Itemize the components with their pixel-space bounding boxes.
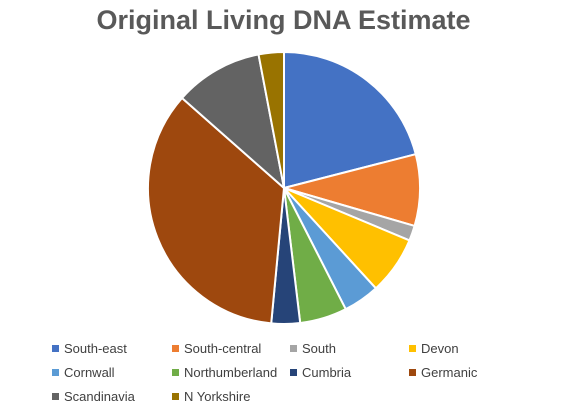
legend-item-cumbria: Cumbria: [290, 363, 351, 381]
legend-label: South-east: [64, 340, 127, 356]
legend-swatch: [409, 344, 416, 352]
legend-label: Germanic: [421, 364, 478, 380]
legend-item-south: South: [290, 339, 336, 357]
legend-swatch: [172, 368, 179, 376]
legend-label: Devon: [421, 340, 459, 356]
legend-item-scandinavia: Scandinavia: [52, 387, 135, 405]
legend-swatch: [52, 392, 59, 400]
legend-swatch: [290, 344, 297, 352]
pie-slice-germanic: [147, 97, 285, 325]
legend-swatch: [52, 368, 59, 376]
legend-label: Cornwall: [64, 364, 115, 380]
legend-label: Cumbria: [302, 364, 352, 380]
pie-slice-scandinavia: [180, 53, 285, 189]
legend-swatch: [172, 344, 179, 352]
legend-swatch: [290, 368, 297, 376]
legend-label: N Yorkshire: [184, 388, 251, 404]
chart-title: Original Living DNA Estimate: [96, 5, 471, 35]
legend-item-n-yorkshire: N Yorkshire: [172, 387, 250, 405]
legend: South-east South-central South Devon Cornwal…: [52, 339, 552, 405]
legend-label: Scandinavia: [64, 388, 135, 404]
legend-swatch: [52, 344, 59, 352]
legend-item-cornwall: Cornwall: [52, 363, 115, 381]
pie-slice-n-yorkshire: [257, 51, 285, 189]
legend-item-germanic: Germanic: [409, 363, 477, 381]
legend-swatch: [172, 392, 179, 400]
legend-item-south-east: South-east: [52, 339, 127, 357]
legend-label: South-central: [184, 340, 262, 356]
legend-item-south-central: South-central: [172, 339, 261, 357]
legend-item-northumberland: Northumberland: [172, 363, 277, 381]
pie-chart: [147, 51, 421, 325]
legend-item-devon: Devon: [409, 339, 459, 357]
legend-label: Northumberland: [184, 364, 278, 380]
legend-label: South: [302, 340, 336, 356]
pie-slice-south-east: [283, 51, 417, 189]
legend-swatch: [409, 368, 416, 376]
